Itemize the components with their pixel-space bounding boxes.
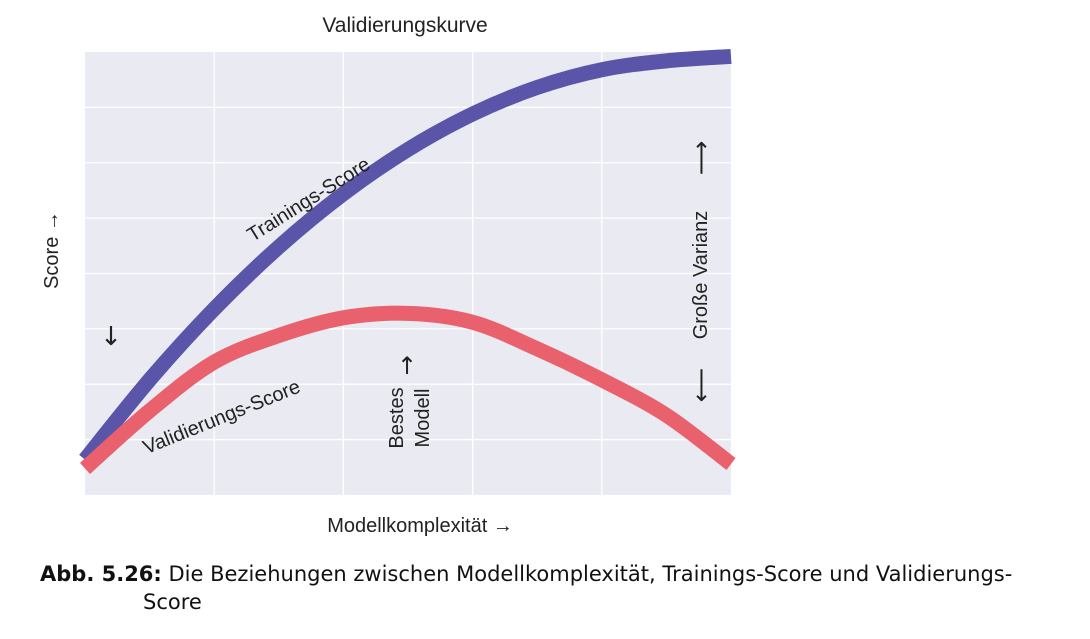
caption-label: Abb. 5.26: <box>40 562 162 586</box>
validation-curve-chart: Validierungskurve Modellkomplexität → Sc… <box>41 14 736 537</box>
variance-arrow-up: ⟶ <box>687 141 715 175</box>
variance-label: Große Varianz <box>690 211 712 340</box>
figure-caption: Abb. 5.26: Die Beziehungen zwischen Mode… <box>40 560 1070 616</box>
series-lines <box>79 48 736 475</box>
series-line-validierungs-score <box>80 305 736 475</box>
best-model-arrow: ↑ <box>397 352 417 380</box>
y-axis-label: Score → <box>41 211 63 289</box>
left-down-arrow: ↓ <box>100 322 122 352</box>
best-model-label-line2: Modell <box>412 389 434 448</box>
caption-text-line1: Die Beziehungen zwischen Modellkomplexit… <box>161 562 1013 586</box>
caption-text-line2: Score <box>143 590 202 614</box>
x-axis-label: Modellkomplexität → <box>327 515 513 537</box>
chart-title: Validierungskurve <box>322 14 487 37</box>
variance-arrow-down: ⟵ <box>687 368 715 402</box>
best-model-label-line1: Bestes <box>386 387 408 448</box>
grid <box>85 52 731 495</box>
series-line-trainings-score <box>79 48 732 465</box>
